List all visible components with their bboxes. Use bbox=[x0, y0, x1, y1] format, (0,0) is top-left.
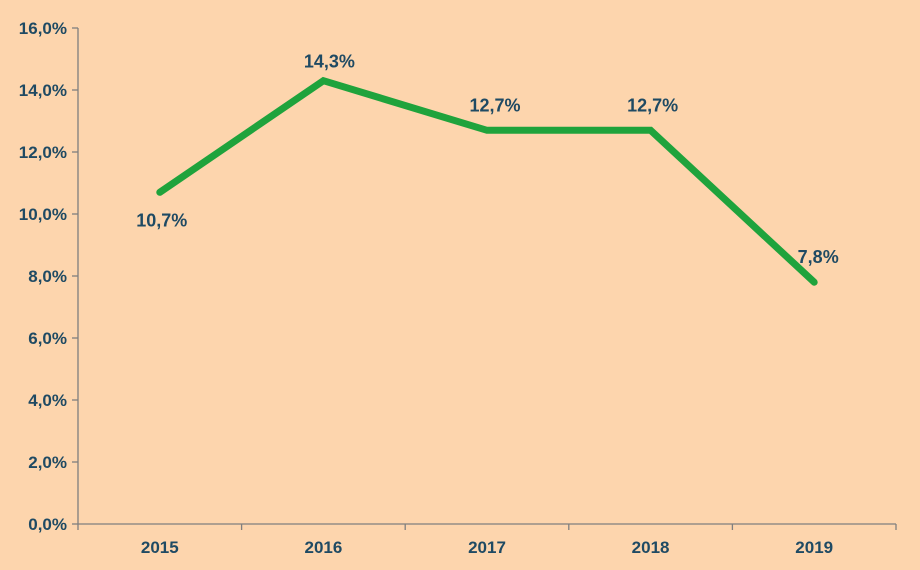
x-axis-tick-label: 2019 bbox=[795, 538, 833, 557]
data-point-label: 12,7% bbox=[469, 95, 520, 115]
y-axis-tick-label: 4,0% bbox=[28, 391, 67, 410]
x-axis-tick-label: 2016 bbox=[304, 538, 342, 557]
y-axis-tick-label: 6,0% bbox=[28, 329, 67, 348]
y-axis-tick-label: 16,0% bbox=[19, 19, 67, 38]
x-axis-tick-label: 2015 bbox=[141, 538, 179, 557]
data-point-label: 12,7% bbox=[627, 95, 678, 115]
data-point-label: 7,8% bbox=[798, 247, 839, 267]
y-axis-tick-label: 8,0% bbox=[28, 267, 67, 286]
series-line bbox=[156, 76, 818, 286]
y-axis-tick-label: 0,0% bbox=[28, 515, 67, 534]
data-point-label: 14,3% bbox=[304, 52, 355, 72]
data-point-label: 10,7% bbox=[136, 210, 187, 230]
x-axis-tick-label: 2018 bbox=[632, 538, 670, 557]
y-axis-tick-label: 10,0% bbox=[19, 205, 67, 224]
x-axis-tick-label: 2017 bbox=[468, 538, 506, 557]
y-axis-tick-label: 2,0% bbox=[28, 453, 67, 472]
y-axis-tick-label: 12,0% bbox=[19, 143, 67, 162]
y-axis-tick-label: 14,0% bbox=[19, 81, 67, 100]
